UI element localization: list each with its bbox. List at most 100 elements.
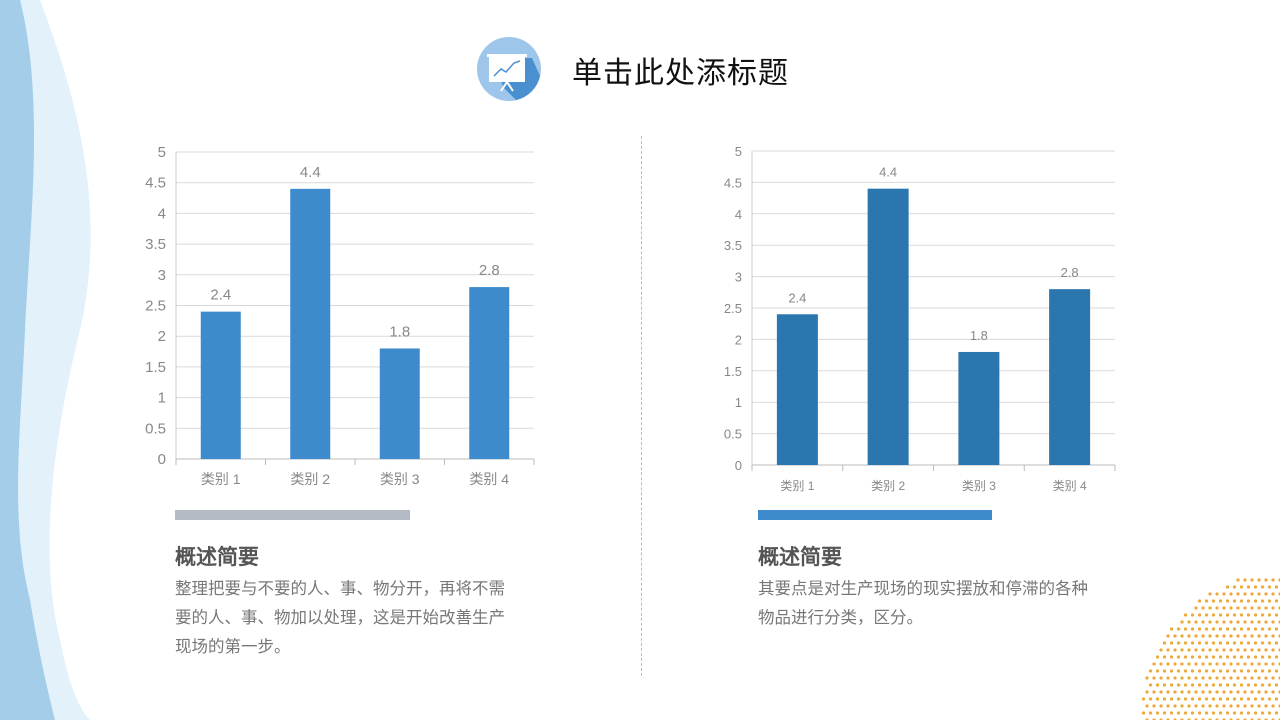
decorative-dot — [1204, 683, 1209, 687]
decorative-dot — [1201, 704, 1205, 708]
decorative-dot — [1250, 648, 1254, 652]
y-tick-label: 2 — [735, 332, 742, 347]
decorative-dot — [1229, 620, 1233, 624]
wave-dark — [0, 0, 55, 720]
decorative-dot — [1194, 704, 1198, 708]
decorative-dot — [1187, 620, 1191, 624]
decorative-dot — [1236, 676, 1240, 680]
decorative-dot — [1194, 662, 1198, 666]
decorative-dot — [1197, 641, 1202, 645]
panel-heading-left[interactable]: 概述简要 — [175, 545, 259, 569]
decorative-dot — [1267, 641, 1272, 645]
decorative-dot — [1264, 578, 1268, 582]
decorative-dot — [1253, 655, 1258, 659]
decorative-dot — [1145, 690, 1149, 694]
decorative-dot — [1204, 599, 1209, 603]
y-tick-label: 3 — [158, 267, 166, 284]
decorative-dot — [1159, 676, 1163, 680]
decorative-dot — [1180, 676, 1184, 680]
decorative-dot — [1253, 711, 1258, 715]
decorative-dot — [1204, 613, 1209, 617]
y-tick-label: 1 — [158, 390, 166, 407]
decorative-dot — [1222, 662, 1226, 666]
y-tick-label: 4.5 — [724, 175, 742, 190]
decorative-dot — [1253, 641, 1258, 645]
decorative-dot — [1264, 662, 1268, 666]
decorative-dot — [1257, 662, 1261, 666]
decorative-dot — [1239, 655, 1244, 659]
bar — [290, 188, 331, 459]
decorative-dot — [1271, 704, 1275, 708]
decorative-dot — [1197, 669, 1202, 673]
bar-chart-left: 0 0.5 1 1.5 2 2.5 3 3.5 4 4.5 5 2.4 类别 1 4.4 类别 2 1.8 类别… — [145, 144, 535, 487]
decorative-dot — [1204, 627, 1209, 631]
decorative-dot — [1208, 648, 1212, 652]
decorative-dot — [1159, 690, 1163, 694]
decorative-dot — [1232, 669, 1237, 673]
decorative-dot — [1229, 606, 1233, 610]
decorative-dot — [1267, 585, 1272, 589]
decorative-dot — [1225, 683, 1230, 687]
decorative-dot — [1239, 697, 1244, 701]
decorative-dot — [1271, 620, 1275, 624]
decorative-dot — [1180, 620, 1184, 624]
decorative-dot — [1257, 578, 1261, 582]
decorative-dot — [1183, 711, 1188, 715]
decorative-dot — [1169, 683, 1174, 687]
decorative-dot — [1197, 627, 1202, 631]
decorative-dot — [1190, 655, 1195, 659]
decorative-dot — [1274, 697, 1279, 701]
decorative-dot — [1208, 606, 1212, 610]
decorative-dot — [1222, 690, 1226, 694]
decorative-dot — [1239, 711, 1244, 715]
y-tick-label: 1.5 — [145, 359, 166, 376]
decorative-dot — [1243, 606, 1247, 610]
decorative-dot — [1162, 683, 1167, 687]
decorative-dot — [1253, 697, 1258, 701]
decorative-dot — [1176, 655, 1181, 659]
y-tick-label: 4 — [158, 205, 166, 222]
decorative-dot — [1236, 704, 1240, 708]
panel-text-right[interactable]: 其要点是对生产现场的现实摆放和停滞的各种物品进行分类，区分。 — [758, 579, 1088, 627]
decorative-dot — [1257, 704, 1261, 708]
y-tick-label: 3.5 — [724, 238, 742, 253]
decorative-dot — [1236, 690, 1240, 694]
decorative-dot — [1180, 690, 1184, 694]
decorative-dot — [1239, 669, 1244, 673]
decorative-dot — [1229, 704, 1233, 708]
decorative-dot — [1155, 711, 1160, 715]
decorative-dot — [1197, 613, 1202, 617]
panel-text-left[interactable]: 整理把要与不要的人、事、物分开，再将不需要的人、事、物加以处理，这是开始改善生产… — [175, 579, 505, 656]
decorative-dot — [1152, 662, 1156, 666]
decorative-dot — [1211, 697, 1216, 701]
decorative-dot — [1274, 711, 1279, 715]
decorative-dot — [1243, 662, 1247, 666]
decorative-dot — [1173, 690, 1177, 694]
decorative-dot — [1166, 704, 1170, 708]
decorative-dot — [1232, 585, 1237, 589]
decorative-dot — [1257, 676, 1261, 680]
panel-heading-right[interactable]: 概述简要 — [758, 545, 842, 569]
decorative-dot — [1271, 676, 1275, 680]
y-tick-label: 5 — [735, 144, 742, 159]
decorative-dot — [1229, 592, 1233, 596]
decorative-dot — [1225, 697, 1230, 701]
page-title[interactable]: 单击此处添标题 — [572, 56, 789, 91]
decorative-dot — [1169, 627, 1174, 631]
decorative-dot — [1197, 683, 1202, 687]
decorative-dot — [1183, 627, 1188, 631]
bar — [867, 188, 909, 465]
x-tick-label: 类别 2 — [290, 471, 330, 487]
decorative-dot — [1260, 683, 1265, 687]
decorative-dot — [1218, 669, 1223, 673]
decorative-dot — [1176, 627, 1181, 631]
decorative-dot — [1201, 634, 1205, 638]
decorative-dot — [1190, 669, 1195, 673]
decorative-dot — [1208, 690, 1212, 694]
decorative-dot — [1257, 592, 1261, 596]
x-tick-label: 类别 1 — [201, 471, 241, 487]
decorative-dot — [1253, 599, 1258, 603]
decorative-dot — [1267, 627, 1272, 631]
decorative-dot — [1243, 676, 1247, 680]
decorative-dot — [1236, 592, 1240, 596]
